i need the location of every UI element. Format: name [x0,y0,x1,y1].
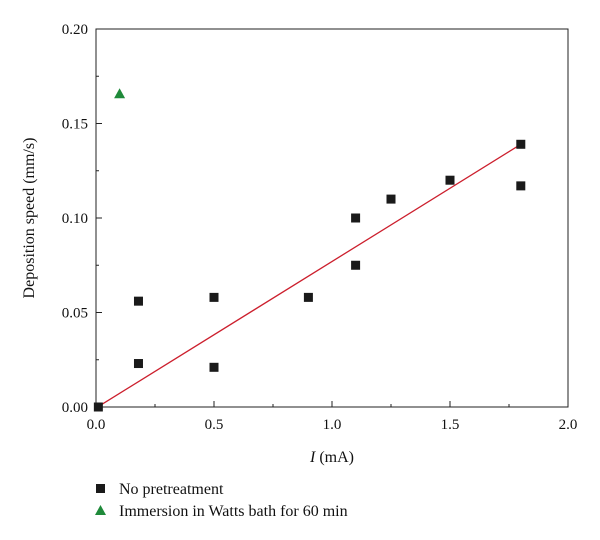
data-point-no-pretreatment [351,213,361,223]
y-tick-label: 0.05 [62,306,88,322]
y-tick-label: 0.10 [62,211,88,227]
data-point-no-pretreatment [516,139,526,149]
data-point-no-pretreatment [133,359,143,369]
data-point-no-pretreatment [209,292,219,302]
data-point-no-pretreatment [93,402,103,412]
legend: No pretreatment Immersion in Watts bath … [95,481,348,520]
x-axis-label: I (mA) [309,449,354,466]
y-tick-label: 0.20 [62,22,88,38]
legend-label-watts-bath: Immersion in Watts bath for 60 min [119,503,348,520]
data-point-no-pretreatment [445,175,455,185]
y-axis-label: Deposition speed (mm/s) [21,138,38,299]
legend-marker-watts-bath [95,505,106,515]
legend-marker-no-pretreatment [96,484,105,493]
data-point-no-pretreatment [386,194,396,204]
x-tick-label: 0.0 [87,417,106,433]
plot-area-frame [95,28,569,408]
data-point-no-pretreatment [516,181,526,191]
x-axis-variable: I [309,449,316,466]
legend-label-no-pretreatment: No pretreatment [119,481,224,498]
data-point-no-pretreatment [351,260,361,270]
y-tick-label: 0.00 [62,400,88,416]
data-point-no-pretreatment [133,296,143,306]
linear-fit-line [100,143,522,406]
data-point-no-pretreatment [303,292,313,302]
x-tick-label: 1.0 [323,417,342,433]
x-axis-unit: (mA) [315,449,354,466]
data-point-watts-bath [114,88,126,99]
data-point-no-pretreatment [209,362,219,372]
x-tick-label: 1.5 [441,417,460,433]
x-axis: 0.0 0.5 1.0 1.5 2.0 [87,401,578,433]
data-points [93,88,526,412]
y-tick-label: 0.15 [62,117,88,133]
y-axis: 0.00 0.05 0.10 0.15 0.20 [62,22,102,416]
x-tick-label: 2.0 [559,417,578,433]
x-tick-label: 0.5 [205,417,224,433]
